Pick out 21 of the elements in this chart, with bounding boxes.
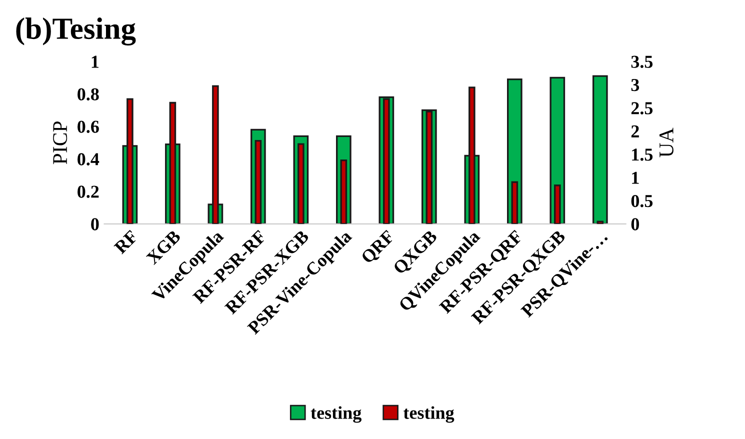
y-tick-label: 0.2 — [78, 186, 99, 198]
y-tick-label: 0.8 — [78, 88, 99, 100]
y2-tick-label: 3 — [631, 78, 640, 92]
bar — [592, 75, 608, 224]
y2-tick-label: 2 — [631, 125, 639, 138]
y-tick-label: 0.4 — [78, 153, 100, 166]
y2-tick-label: 0 — [631, 218, 639, 230]
y2-tick-label: 1 — [632, 172, 639, 184]
y-tick-label: 0 — [91, 218, 99, 230]
y2-tick-label: 3.5 — [631, 56, 653, 68]
legend-label: testing — [403, 406, 454, 423]
y-axis-title: PICP — [53, 122, 68, 164]
y-tick-label: 1 — [92, 56, 99, 68]
y2-tick-label: 0.5 — [631, 194, 653, 208]
y2-axis-title: UA — [659, 128, 674, 158]
chart-title: (b)Tesing — [16, 18, 136, 46]
legend-label: testing — [310, 406, 362, 423]
y2-tick-label: 2.5 — [631, 102, 653, 114]
y2-tick-label: 1.5 — [632, 148, 653, 161]
y-tick-label: 0.6 — [78, 120, 99, 133]
x-tick-label: RF — [114, 230, 138, 254]
